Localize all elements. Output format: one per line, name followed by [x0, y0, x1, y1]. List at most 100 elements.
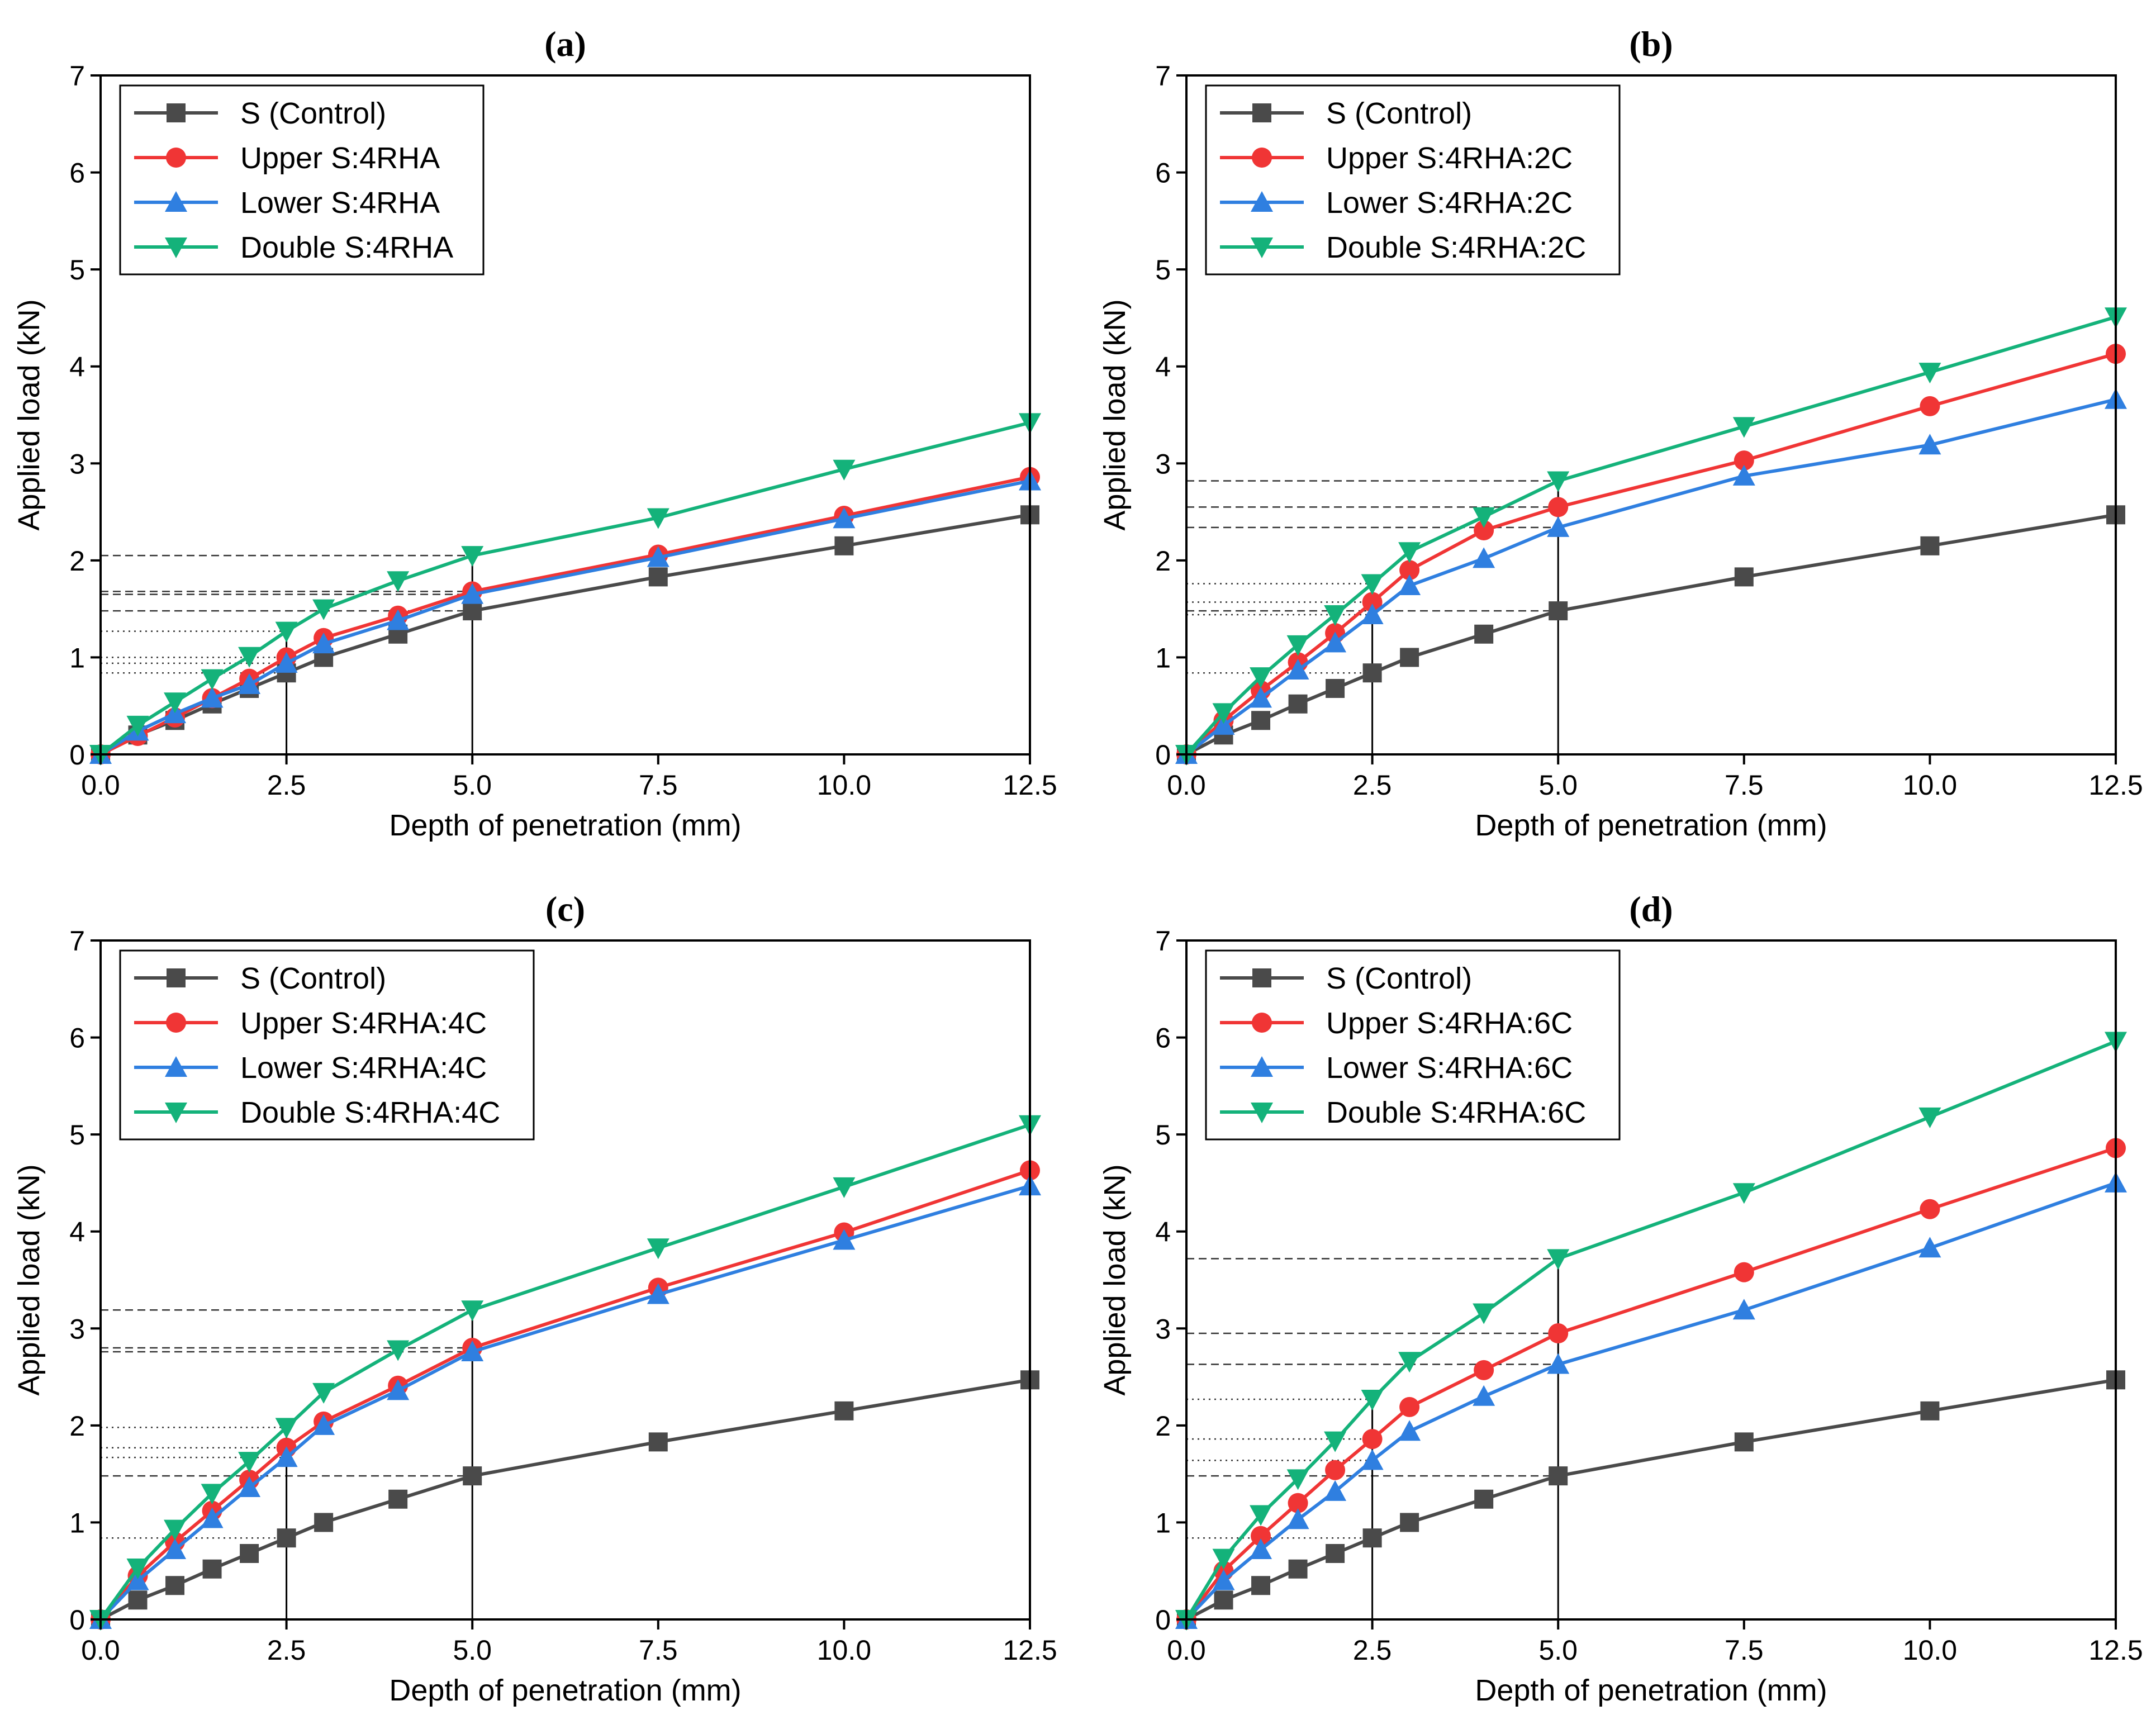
y-tick-label: 6 — [69, 1023, 85, 1054]
y-tick-label: 3 — [1155, 1313, 1171, 1345]
series-upper — [91, 467, 1040, 764]
data-point-lower — [647, 1283, 669, 1304]
data-point-control — [1734, 567, 1754, 587]
data-point-upper — [1920, 396, 1940, 416]
legend-label-lower: Lower S:4RHA — [240, 186, 440, 220]
data-point-lower — [1732, 464, 1755, 486]
legend-marker-control — [1252, 968, 1271, 987]
data-point-double — [461, 546, 484, 567]
y-axis-label: Applied load (kN) — [12, 1164, 46, 1395]
y-tick-label: 6 — [1155, 158, 1171, 189]
series-control — [1177, 505, 2125, 764]
data-point-control — [1920, 1401, 1940, 1421]
legend-label-upper: Upper S:4RHA:2C — [1326, 141, 1573, 175]
data-point-control — [1362, 1528, 1382, 1548]
legend-label-double: Double S:4RHA — [240, 231, 453, 264]
data-point-double — [164, 1519, 187, 1541]
series-line-double — [1185, 315, 2116, 756]
legend-marker-double — [1251, 237, 1273, 258]
panel-title: (b) — [1629, 24, 1673, 64]
legend-label-lower: Lower S:4RHA:2C — [1326, 186, 1573, 220]
data-point-control — [240, 1543, 259, 1563]
x-tick-label: 10.0 — [817, 769, 871, 801]
x-tick-label: 12.5 — [2088, 1635, 2143, 1666]
chart-panel-3: (d) 0 1 2 3 4 5 6 7 0.0 2.5 5.0 7.5 10.0 12.5 Depth of … — [1098, 889, 2143, 1707]
series-double — [1175, 1032, 2127, 1631]
y-tick-label: 1 — [1155, 642, 1171, 673]
data-point-control — [1474, 1489, 1494, 1509]
series-lower — [89, 469, 1041, 764]
data-point-control — [1326, 1543, 1345, 1563]
data-point-lower — [387, 1379, 410, 1400]
data-point-double — [1732, 1183, 1755, 1204]
series-upper — [1176, 1138, 2126, 1630]
series-upper — [1176, 344, 2126, 764]
data-point-control — [1549, 601, 1568, 621]
y-tick-label: 0 — [69, 1604, 85, 1636]
x-tick-label: 12.5 — [1003, 769, 1057, 801]
y-tick-label: 6 — [69, 158, 85, 189]
series-control — [91, 505, 1039, 764]
data-point-double — [126, 715, 149, 737]
y-tick-label: 0 — [69, 739, 85, 771]
data-point-upper — [1734, 450, 1754, 471]
y-tick-label: 7 — [69, 60, 85, 92]
data-point-control — [1734, 1432, 1754, 1452]
legend-marker-lower — [165, 191, 187, 212]
legend-marker-lower — [1251, 191, 1273, 212]
legend-marker-double — [1251, 1103, 1273, 1123]
data-point-control — [648, 567, 668, 587]
legend-label-control: S (Control) — [1326, 962, 1472, 995]
data-point-lower — [461, 583, 484, 604]
x-tick-label: 0.0 — [1167, 769, 1206, 801]
y-tick-label: 7 — [1155, 925, 1171, 957]
x-tick-label: 7.5 — [639, 769, 678, 801]
legend-label-double: Double S:4RHA:6C — [1326, 1096, 1586, 1129]
x-tick-label: 10.0 — [1903, 769, 1957, 801]
y-tick-label: 1 — [69, 642, 85, 673]
data-point-lower — [1324, 1480, 1347, 1501]
legend-label-upper: Upper S:4RHA:6C — [1326, 1006, 1573, 1040]
x-axis-label: Depth of penetration (mm) — [389, 809, 741, 842]
data-point-lower — [1547, 516, 1570, 537]
x-tick-label: 2.5 — [267, 769, 306, 801]
x-tick-label: 12.5 — [1003, 1635, 1057, 1666]
data-point-lower — [164, 1538, 187, 1560]
data-point-lower — [1361, 1449, 1384, 1470]
y-axis-label: Applied load (kN) — [12, 299, 46, 530]
y-axis-label: Applied load (kN) — [1098, 1164, 1132, 1395]
data-point-upper — [1399, 560, 1420, 581]
data-point-lower — [275, 1446, 298, 1467]
data-point-upper — [1251, 1526, 1271, 1546]
data-point-double — [201, 1484, 224, 1505]
y-tick-label: 2 — [1155, 545, 1171, 577]
x-tick-label: 7.5 — [639, 1635, 678, 1666]
data-point-control — [834, 1401, 854, 1421]
data-point-double — [833, 1177, 856, 1198]
data-point-double — [238, 647, 261, 668]
data-point-double — [201, 669, 224, 690]
data-point-lower — [387, 609, 410, 630]
series-line-control — [99, 513, 1030, 756]
series-line-control — [99, 1378, 1030, 1621]
legend-marker-double — [165, 237, 187, 258]
y-axis-label: Applied load (kN) — [1098, 299, 1132, 530]
data-point-lower — [1212, 1569, 1235, 1590]
data-point-upper — [1474, 1360, 1494, 1380]
series-line-lower — [99, 479, 1030, 756]
data-point-upper — [1399, 1396, 1420, 1417]
data-point-double — [647, 1238, 669, 1260]
data-point-lower — [201, 1507, 224, 1528]
legend-box — [1205, 84, 1621, 275]
data-point-double — [1286, 1469, 1309, 1490]
data-point-lower — [238, 1476, 261, 1497]
legend-label-control: S (Control) — [240, 962, 386, 995]
legend-marker-upper — [166, 148, 186, 168]
x-tick-label: 2.5 — [1353, 769, 1392, 801]
legend-label-lower: Lower S:4RHA:6C — [1326, 1051, 1573, 1085]
plot-frame — [1185, 939, 2117, 1621]
legend-label-upper: Upper S:4RHA:4C — [240, 1006, 487, 1040]
data-point-lower — [1212, 714, 1235, 735]
data-point-control — [1920, 536, 1940, 555]
panel-title: (c) — [545, 889, 585, 929]
